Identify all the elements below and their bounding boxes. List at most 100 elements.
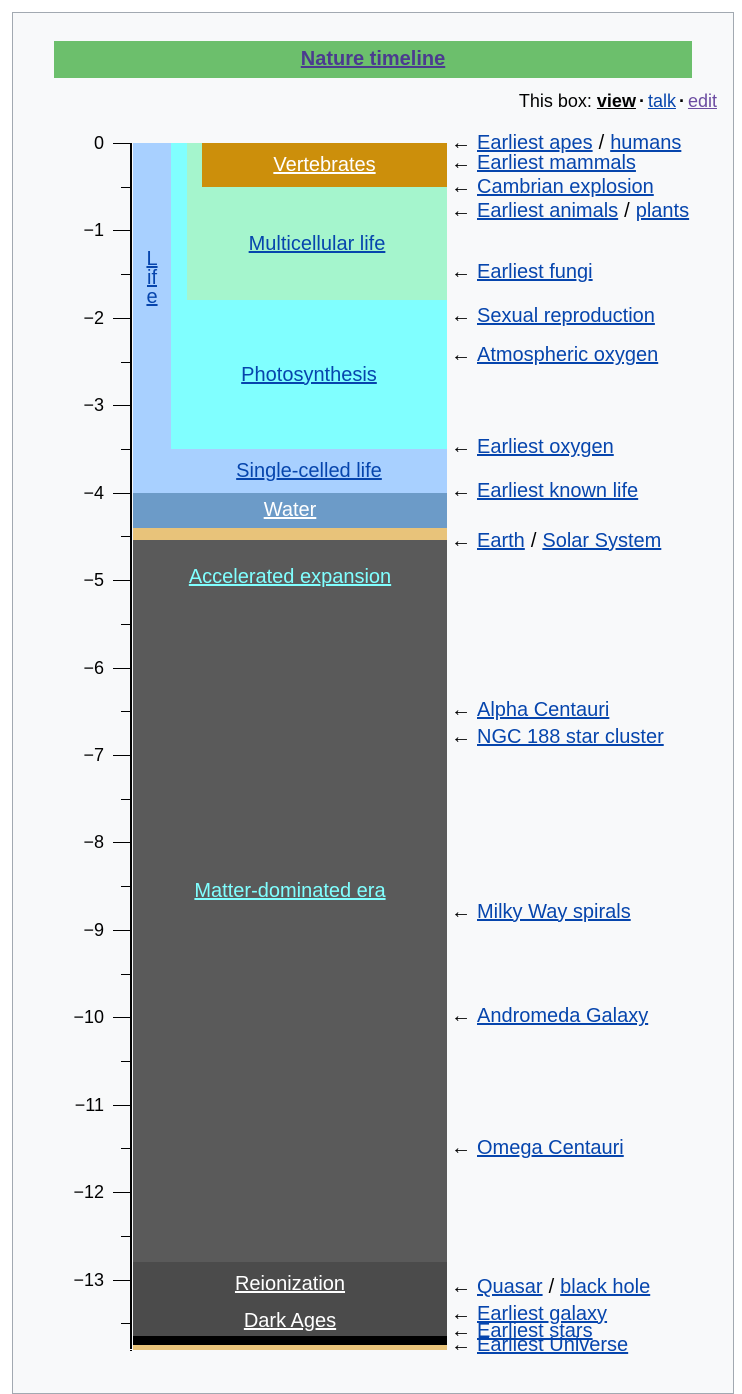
band-label[interactable]: Multicellular life (248, 232, 386, 255)
event-link[interactable]: Earliest animals (477, 200, 619, 223)
event-link[interactable]: Sexual reproduction (477, 305, 655, 328)
title-bar: Nature timeline (54, 41, 692, 78)
event: ← Andromeda Galaxy (451, 1005, 648, 1027)
event-link[interactable]: humans (610, 132, 682, 154)
event-link[interactable]: Earliest fungi (477, 261, 593, 284)
event: ← Milky Way spirals (451, 901, 631, 923)
event-link[interactable]: Earliest oxygen (477, 436, 614, 459)
tick-label: −3 (83, 395, 104, 416)
tick-mark (113, 317, 131, 319)
event: ← Earliest mammals (451, 152, 636, 174)
band (133, 1305, 447, 1337)
event: ← NGC 188 star cluster (451, 726, 664, 748)
side-label[interactable]: Life (146, 248, 158, 308)
event-link[interactable]: Earliest mammals (477, 152, 636, 175)
event-link[interactable]: plants (635, 200, 690, 223)
event-link[interactable]: black hole (560, 1276, 651, 1299)
arrow: ← (451, 305, 471, 328)
tick-label: −11 (74, 1094, 104, 1115)
separator: · (638, 91, 645, 111)
event-separator: / (548, 1276, 555, 1299)
minor-tick (121, 1061, 131, 1062)
minor-tick (121, 536, 131, 538)
band-label[interactable]: Single-celled life (236, 459, 382, 482)
edit-link[interactable]: edit (687, 91, 717, 111)
event-link[interactable]: Earliest Universe (477, 1334, 629, 1357)
band-label[interactable]: Dark Ages (243, 1310, 337, 1333)
event-link[interactable]: Earliest galaxy (477, 1302, 608, 1325)
minor-tick (121, 186, 131, 188)
minor-tick (121, 973, 131, 975)
event-link[interactable]: Earliest known life (477, 479, 639, 502)
tick-mark (113, 667, 131, 669)
minor-tick (121, 1323, 131, 1325)
arrow: ← (451, 479, 471, 502)
minor-tick (121, 623, 131, 625)
event-separator: / (530, 529, 537, 552)
band (202, 143, 447, 187)
event-link[interactable]: Earliest apes (477, 132, 593, 154)
band (133, 527, 447, 540)
band-top-label[interactable]: Accelerated expansion (188, 565, 392, 588)
event: ← Sexual reproduction (451, 305, 655, 327)
axis-line (130, 143, 132, 1349)
band-label[interactable]: Matter-dominated era (194, 880, 386, 902)
minor-tick (121, 449, 131, 450)
tick-label: −1 (83, 220, 104, 241)
band (133, 539, 447, 1263)
tick-label: −7 (83, 745, 104, 765)
arrow: ← (451, 344, 471, 367)
arrow: ← (451, 698, 471, 721)
event: ← Earliest animals / plants (451, 200, 689, 222)
arrow: ← (451, 1005, 471, 1028)
title[interactable]: Nature timeline (300, 48, 446, 70)
tick-label: −9 (83, 919, 104, 940)
event-separator: / (598, 132, 605, 154)
axis-end (130, 1349, 132, 1351)
event-link[interactable]: Atmospheric oxygen (477, 344, 659, 367)
event-link[interactable]: NGC 188 star cluster (477, 725, 664, 748)
event: ← Earliest apes / humans (451, 132, 681, 154)
event-link[interactable]: Earth (477, 529, 525, 552)
event-link[interactable]: Alpha Centauri (477, 698, 610, 721)
event-link[interactable]: Andromeda Galaxy (477, 1005, 649, 1028)
tick-label: 0 (93, 133, 104, 153)
minor-tick (121, 274, 131, 276)
event-link[interactable]: Omega Centauri (477, 1137, 624, 1160)
event: ← Earliest oxygen (451, 436, 614, 458)
tick-mark (113, 1192, 131, 1194)
tick-mark (113, 1279, 131, 1281)
band-label[interactable]: Vertebrates (273, 153, 376, 176)
view-link[interactable]: view (596, 91, 636, 111)
arrow: ← (451, 725, 471, 748)
event: ← Quasar / black hole (451, 1276, 650, 1298)
event-link[interactable]: Quasar (477, 1276, 543, 1299)
arrow: ← (451, 1302, 471, 1325)
band-label[interactable]: Reionization (234, 1272, 346, 1295)
arrow: ← (451, 436, 471, 459)
minor-tick (121, 886, 131, 888)
tick-mark (113, 405, 131, 407)
band-label[interactable]: Water (263, 499, 317, 522)
talk-link[interactable]: talk (647, 91, 676, 111)
tick-label: −5 (83, 570, 104, 591)
arrow: ← (451, 152, 471, 175)
arrow: ← (451, 132, 471, 154)
arrow: ← (451, 261, 471, 284)
tick-mark (113, 143, 131, 144)
arrow: ← (451, 1320, 471, 1343)
box-label: This box: (518, 91, 592, 111)
tick-label: −12 (73, 1182, 104, 1203)
tick-label: −8 (83, 832, 104, 853)
event: ← Earliest known life (451, 480, 638, 502)
event-link[interactable]: Milky Way spirals (477, 900, 631, 923)
arrow: ← (451, 529, 471, 552)
event-link[interactable]: Solar System (542, 529, 662, 552)
tick-mark (113, 842, 131, 844)
event-link[interactable]: Cambrian explosion (477, 175, 654, 198)
event-link[interactable]: Earliest stars (477, 1320, 593, 1343)
tick-mark (113, 230, 131, 232)
band-label[interactable]: Photosynthesis (241, 363, 377, 386)
